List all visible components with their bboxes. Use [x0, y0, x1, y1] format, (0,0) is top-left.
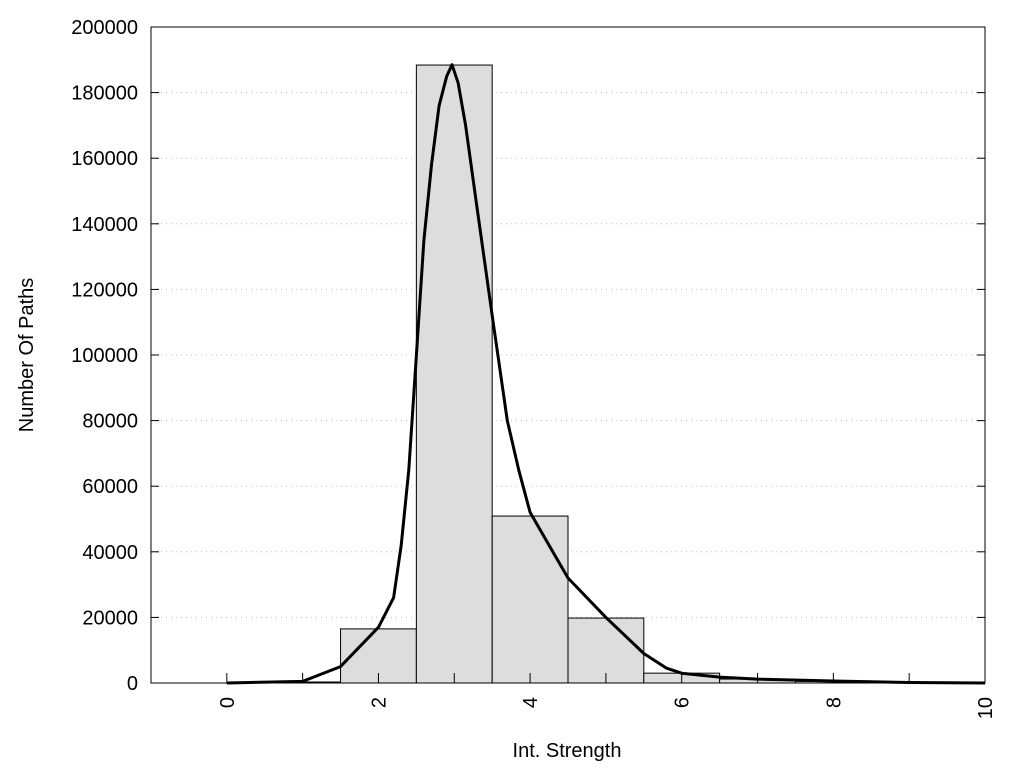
x-tick-label: 2 — [368, 697, 390, 708]
y-tick-label: 180000 — [71, 83, 138, 105]
y-tick-label: 60000 — [82, 476, 138, 498]
histogram-bar — [416, 65, 492, 683]
fit-curve-line — [227, 65, 985, 683]
x-tick-label: 4 — [520, 697, 542, 708]
y-tick-label: 200000 — [71, 17, 138, 39]
y-tick-label: 0 — [127, 673, 138, 695]
fit-curve — [227, 65, 985, 683]
y-tick-label: 160000 — [71, 148, 138, 170]
y-tick-label: 80000 — [82, 411, 138, 433]
histogram-bar — [492, 516, 568, 683]
bars — [265, 65, 947, 683]
x-axis-label: Int. Strength — [513, 740, 622, 762]
y-tick-label: 100000 — [71, 345, 138, 367]
x-tick-label: 6 — [672, 697, 694, 708]
y-tick-label: 40000 — [82, 542, 138, 564]
x-tick-label: 8 — [823, 697, 845, 708]
x-tick-label: 0 — [217, 697, 239, 708]
y-axis-label: Number Of Paths — [16, 278, 38, 433]
y-tick-label: 20000 — [82, 607, 138, 629]
y-tick-label: 140000 — [71, 214, 138, 236]
y-tick-label: 120000 — [71, 279, 138, 301]
x-tick-label: 10 — [975, 697, 997, 719]
